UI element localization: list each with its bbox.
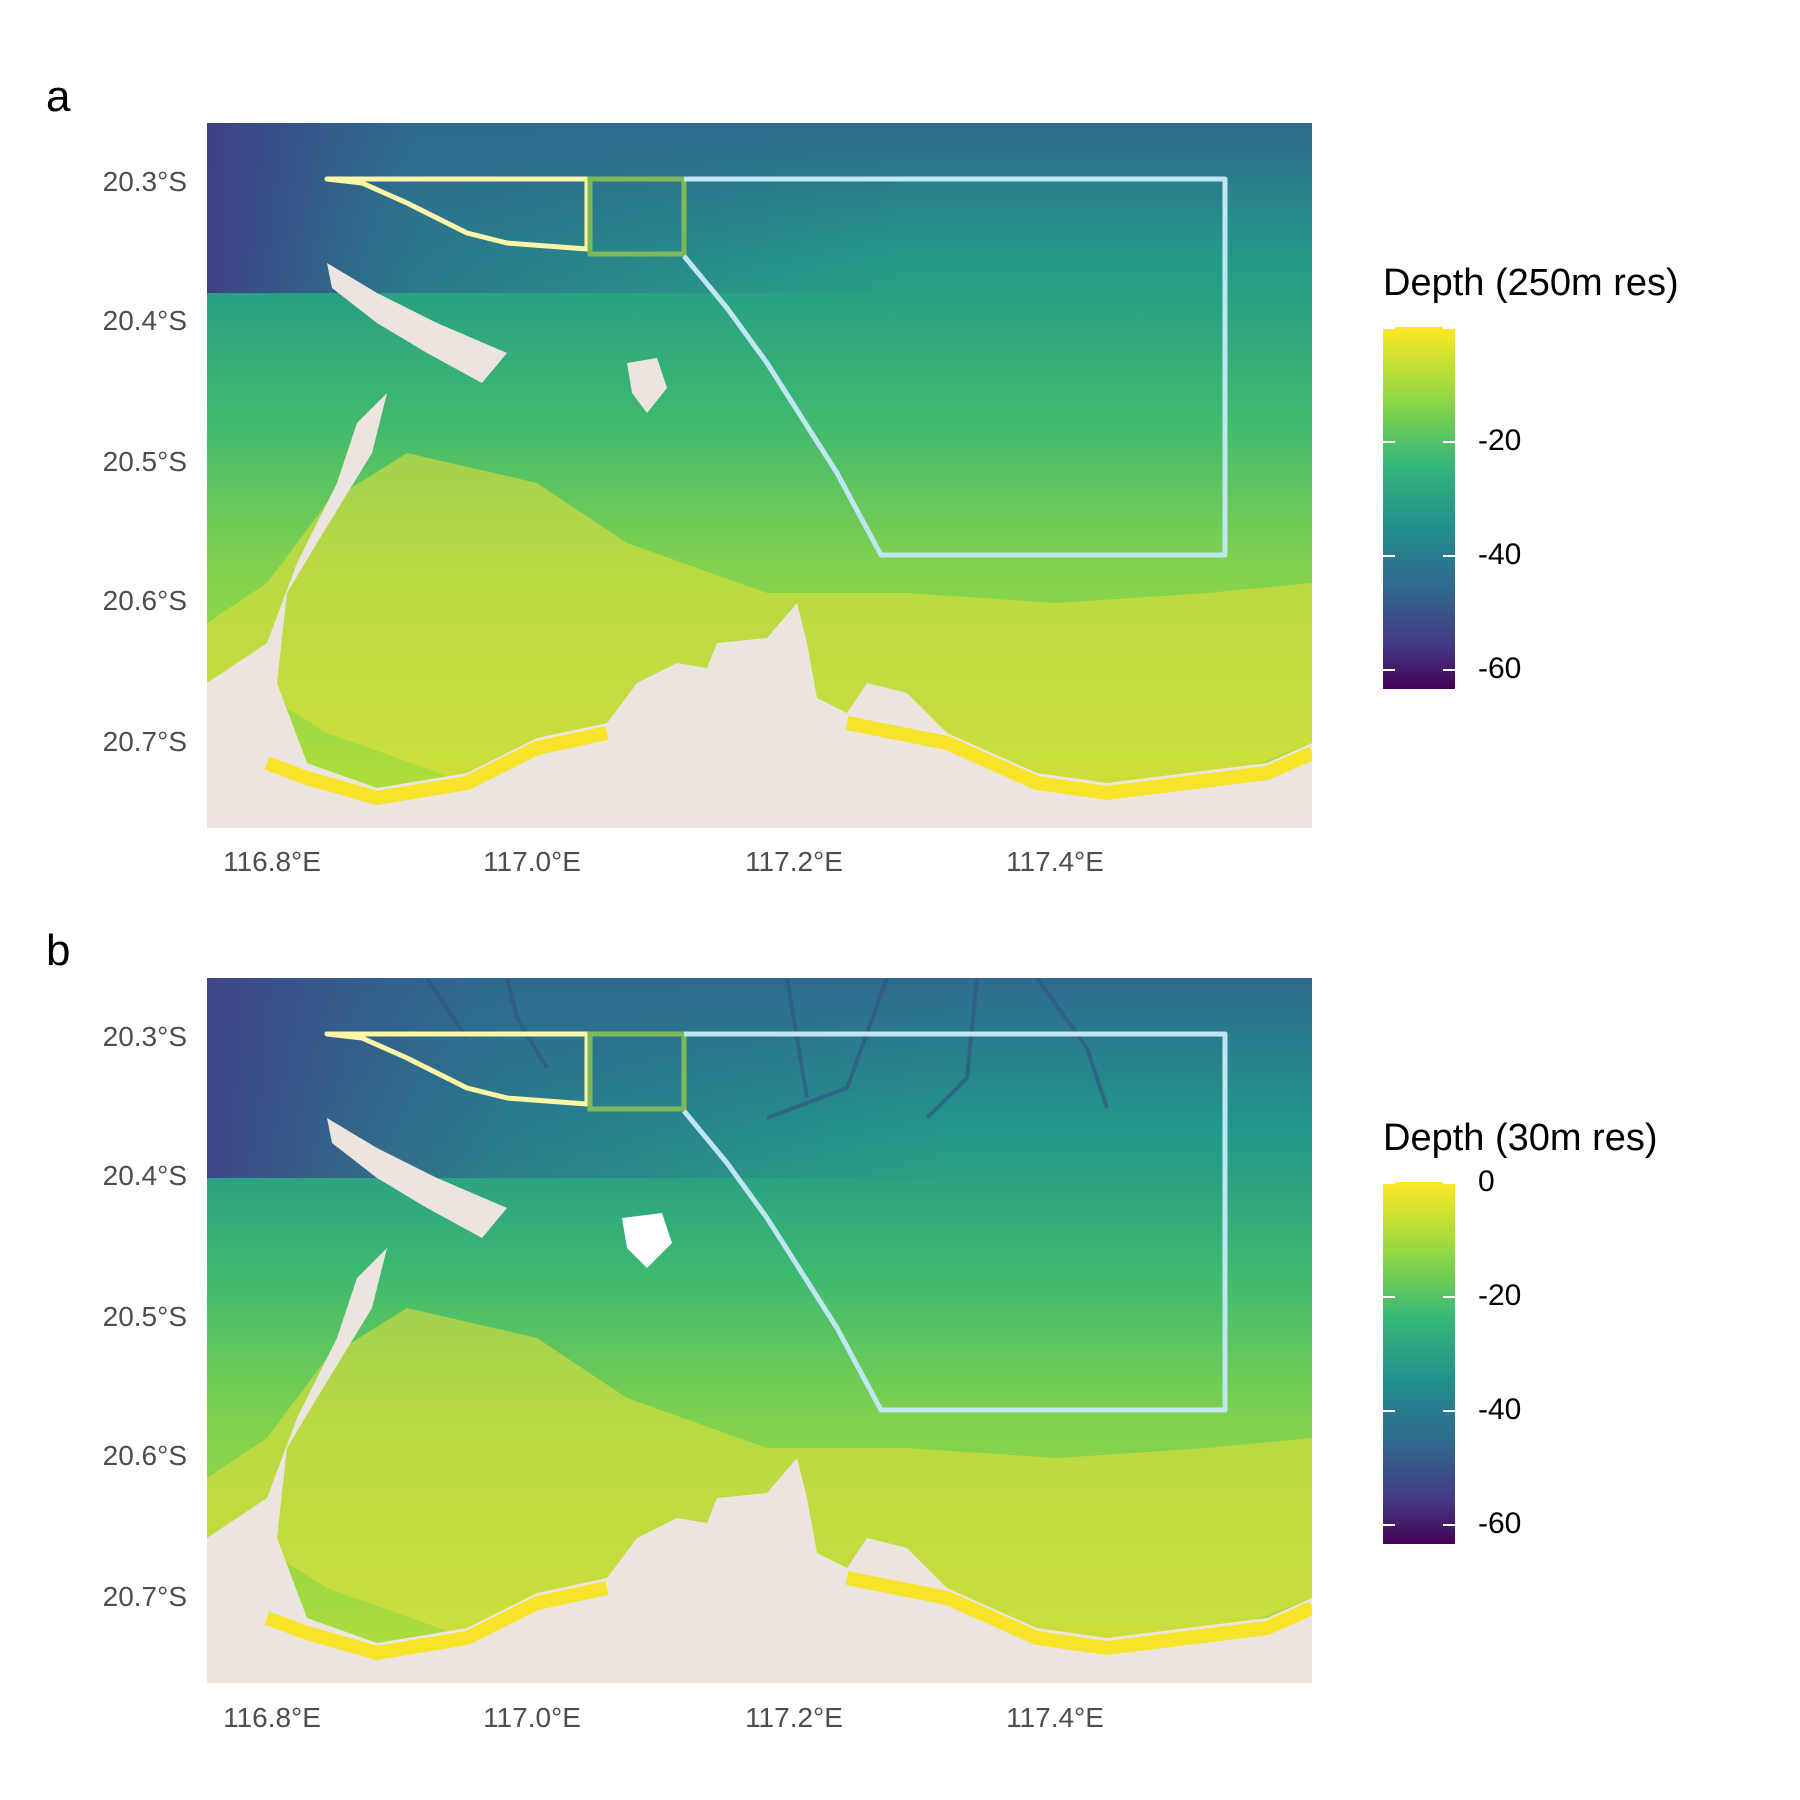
lon-tick-label: 117.0°E [483,1702,581,1733]
legend-title: Depth (250m res) [1383,262,1679,304]
lat-tick-label: 20.4°S [102,1160,187,1191]
deep-water [207,978,957,1178]
peninsula [327,1118,507,1238]
shallow-coast-water [207,453,1312,803]
coast-yellow-fringe [264,1571,1312,1661]
depth-colorbar [1383,327,1455,689]
lat-tick-label: 20.5°S [102,1301,187,1332]
legend-tick-label: -60 [1478,652,1522,685]
zone-green-boundary [587,176,687,257]
zone-blue-boundary [682,176,1228,558]
lat-tick-label: 20.6°S [102,1440,187,1471]
legend-tick-label: -20 [1478,424,1522,457]
zone-yellow-boundary [324,176,590,252]
bathymetry-map-b [207,978,1312,1683]
panel-a-label: a [46,72,71,121]
lon-tick-label: 116.8°E [223,1702,321,1733]
lon-tick-label: 117.4°E [1006,846,1104,877]
lon-tick-label: 117.4°E [1006,1702,1104,1733]
lon-tick-label: 117.2°E [745,1702,843,1733]
island [622,1213,672,1268]
lat-tick-label: 20.5°S [102,446,187,477]
peninsula [327,263,507,383]
zone-blue-boundary [682,1031,1228,1413]
bathymetry-map-a [207,123,1312,828]
island [627,358,667,413]
lat-tick-label: 20.6°S [102,585,187,616]
depth-colorbar [1383,1182,1455,1544]
lon-tick-label: 116.8°E [223,846,321,877]
lat-tick-label: 20.7°S [102,726,187,757]
survey-tracks [425,978,1109,1120]
lat-tick-label: 20.4°S [102,305,187,336]
legend-tick-label: -40 [1478,1393,1522,1426]
lon-tick-label: 117.2°E [745,846,843,877]
legend-tick-label: -60 [1478,1507,1522,1540]
lat-tick-label: 20.3°S [102,1021,187,1052]
lon-tick-label: 117.0°E [483,846,581,877]
deep-water [207,123,907,293]
zone-green-boundary [587,1031,687,1112]
panel-b-label: b [46,926,71,975]
lat-tick-label: 20.7°S [102,1581,187,1612]
legend-tick-label: -20 [1478,1279,1522,1312]
lat-tick-label: 20.3°S [102,166,187,197]
legend-title: Depth (30m res) [1383,1117,1658,1159]
shallow-coast-water [207,1308,1312,1658]
coast-yellow-fringe [264,716,1312,806]
zone-yellow-boundary [324,1031,590,1107]
legend-tick-label: 0 [1478,1165,1495,1198]
legend-tick-label: -40 [1478,538,1522,571]
